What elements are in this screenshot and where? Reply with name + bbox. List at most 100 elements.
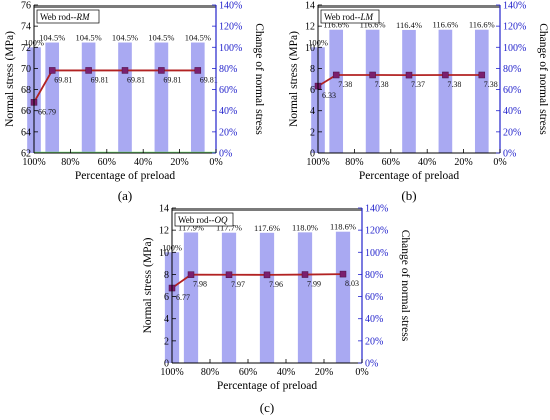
y2-tick-label-6: 100% <box>503 43 526 54</box>
y-tick-label-6: 10 <box>305 43 315 54</box>
x-axis-label: Percentage of preload <box>217 380 318 392</box>
panel-caption: (c) <box>260 400 274 415</box>
y-axis-label: Normal stress (MPa) <box>288 31 300 127</box>
y-tick-label-1: 0 <box>310 149 315 160</box>
y-axis-label: Normal stress (MPa) <box>4 31 16 127</box>
y2-tick-label-6: 100% <box>219 43 242 54</box>
y2-tick-label-1: 0% <box>503 149 516 160</box>
bar-label-4: 117.6% <box>254 223 280 233</box>
stress-point-5 <box>301 271 309 278</box>
y-tick-label-1: 62 <box>21 149 31 160</box>
x-tick-label-3: 60% <box>382 157 400 168</box>
x-axis-label: Percentage of preload <box>359 170 460 182</box>
x-tick-label-3: 60% <box>239 367 257 378</box>
y2-tick-label-2: 20% <box>219 127 237 138</box>
y-tick-label-3: 66 <box>21 106 31 117</box>
y-tick-label-5: 8 <box>164 270 169 281</box>
y2-tick-label-7: 120% <box>503 22 526 33</box>
stress-point-3 <box>85 67 92 74</box>
point-label-2: 7.38 <box>338 80 352 89</box>
bar-3 <box>221 232 237 363</box>
legend-prefix: Web rod-- <box>324 12 361 22</box>
x-tick-label-1: 100% <box>306 157 329 168</box>
stress-point-3 <box>369 71 376 79</box>
bar-label-3: 116.6% <box>360 20 386 30</box>
point-label-3: 69.81 <box>91 75 109 84</box>
legend-box <box>36 9 100 24</box>
point-label-6: 8.03 <box>345 279 359 288</box>
bar-5 <box>297 232 313 363</box>
stress-point-5 <box>442 71 449 79</box>
y-tick-label-7: 74 <box>21 22 31 33</box>
y-tick-label-8: 14 <box>159 204 169 215</box>
legend-text: Web rod--LM <box>324 12 374 22</box>
stress-point-4 <box>121 67 129 74</box>
top-band <box>34 5 216 8</box>
bar-2 <box>329 29 344 153</box>
y-axis-label-right: Change of normal stress <box>537 23 549 135</box>
bar-4 <box>402 29 416 154</box>
point-label-4: 7.37 <box>411 80 425 89</box>
bar-label-2: 116.6% <box>323 20 349 30</box>
y2-tick-label-2: 20% <box>503 127 521 138</box>
x-tick-label-2: 80% <box>61 157 79 168</box>
y-tick-label-6: 10 <box>159 248 169 259</box>
chart-panel-1: 100% 104.5% 104.5% 104.5% 104.5% 104.5% 66.79 6… <box>4 1 265 204</box>
legend-box <box>174 212 234 227</box>
y-tick-label-2: 2 <box>164 336 169 347</box>
y-tick-label-8: 76 <box>21 1 31 12</box>
panel-caption: (a) <box>118 188 132 203</box>
x-tick-label-6: 0% <box>355 367 368 378</box>
stress-point-6 <box>339 270 347 278</box>
bar-label-2: 117.9% <box>178 222 204 232</box>
x-tick-label-5: 20% <box>170 157 188 168</box>
bar-label-4: 116.4% <box>396 20 422 30</box>
panel-caption: (b) <box>401 188 416 203</box>
stress-point-2 <box>48 67 56 74</box>
x-tick-label-2: 80% <box>345 157 363 168</box>
y2-tick-label-3: 40% <box>365 314 383 325</box>
x-tick-label-5: 20% <box>454 157 472 168</box>
bar-6 <box>474 29 489 153</box>
x-tick-label-4: 40% <box>134 157 152 168</box>
bar-label-6: 116.6% <box>469 20 495 30</box>
bar-6 <box>335 231 351 363</box>
y-tick-label-6: 72 <box>21 43 31 54</box>
y-tick-label-4: 6 <box>310 85 315 96</box>
y-tick-label-2: 2 <box>310 127 315 138</box>
x-tick-label-6: 0% <box>209 157 222 168</box>
y2-tick-label-5: 80% <box>503 64 521 75</box>
point-label-1: 6.33 <box>322 91 336 100</box>
bar-label-2: 104.5% <box>39 33 65 43</box>
x-tick-label-5: 20% <box>315 367 333 378</box>
legend-prefix: Web rod-- <box>40 12 77 22</box>
bar-4 <box>259 232 275 363</box>
legend-text: Web rod--RM <box>40 12 90 22</box>
legend-variable: OQ <box>215 215 228 225</box>
bar-3 <box>81 42 96 153</box>
point-label-2: 7.98 <box>193 280 207 289</box>
top-band <box>318 5 500 8</box>
y2-tick-label-4: 60% <box>219 85 237 96</box>
x-tick-label-3: 60% <box>98 157 116 168</box>
y2-tick-label-5: 80% <box>365 270 383 281</box>
y-tick-label-5: 8 <box>310 64 315 75</box>
legend-variable: LM <box>360 12 374 22</box>
y-tick-label-8: 14 <box>305 1 315 12</box>
bar-5 <box>154 42 169 153</box>
legend-variable: RM <box>76 12 90 22</box>
x-tick-label-2: 80% <box>201 367 219 378</box>
x-tick-label-4: 40% <box>418 157 436 168</box>
point-label-1: 6.77 <box>176 293 190 302</box>
point-label-4: 7.96 <box>269 280 283 289</box>
y2-tick-label-1: 0% <box>365 359 378 370</box>
point-label-6: 7.38 <box>484 80 498 89</box>
stress-point-5 <box>158 67 165 74</box>
y2-tick-label-8: 140% <box>219 1 242 12</box>
y-tick-label-3: 4 <box>164 314 169 325</box>
legend-prefix: Web rod-- <box>178 215 215 225</box>
y2-tick-label-8: 140% <box>365 204 388 215</box>
bar-label-6: 104.5% <box>185 33 211 43</box>
y2-tick-label-6: 100% <box>365 248 388 259</box>
